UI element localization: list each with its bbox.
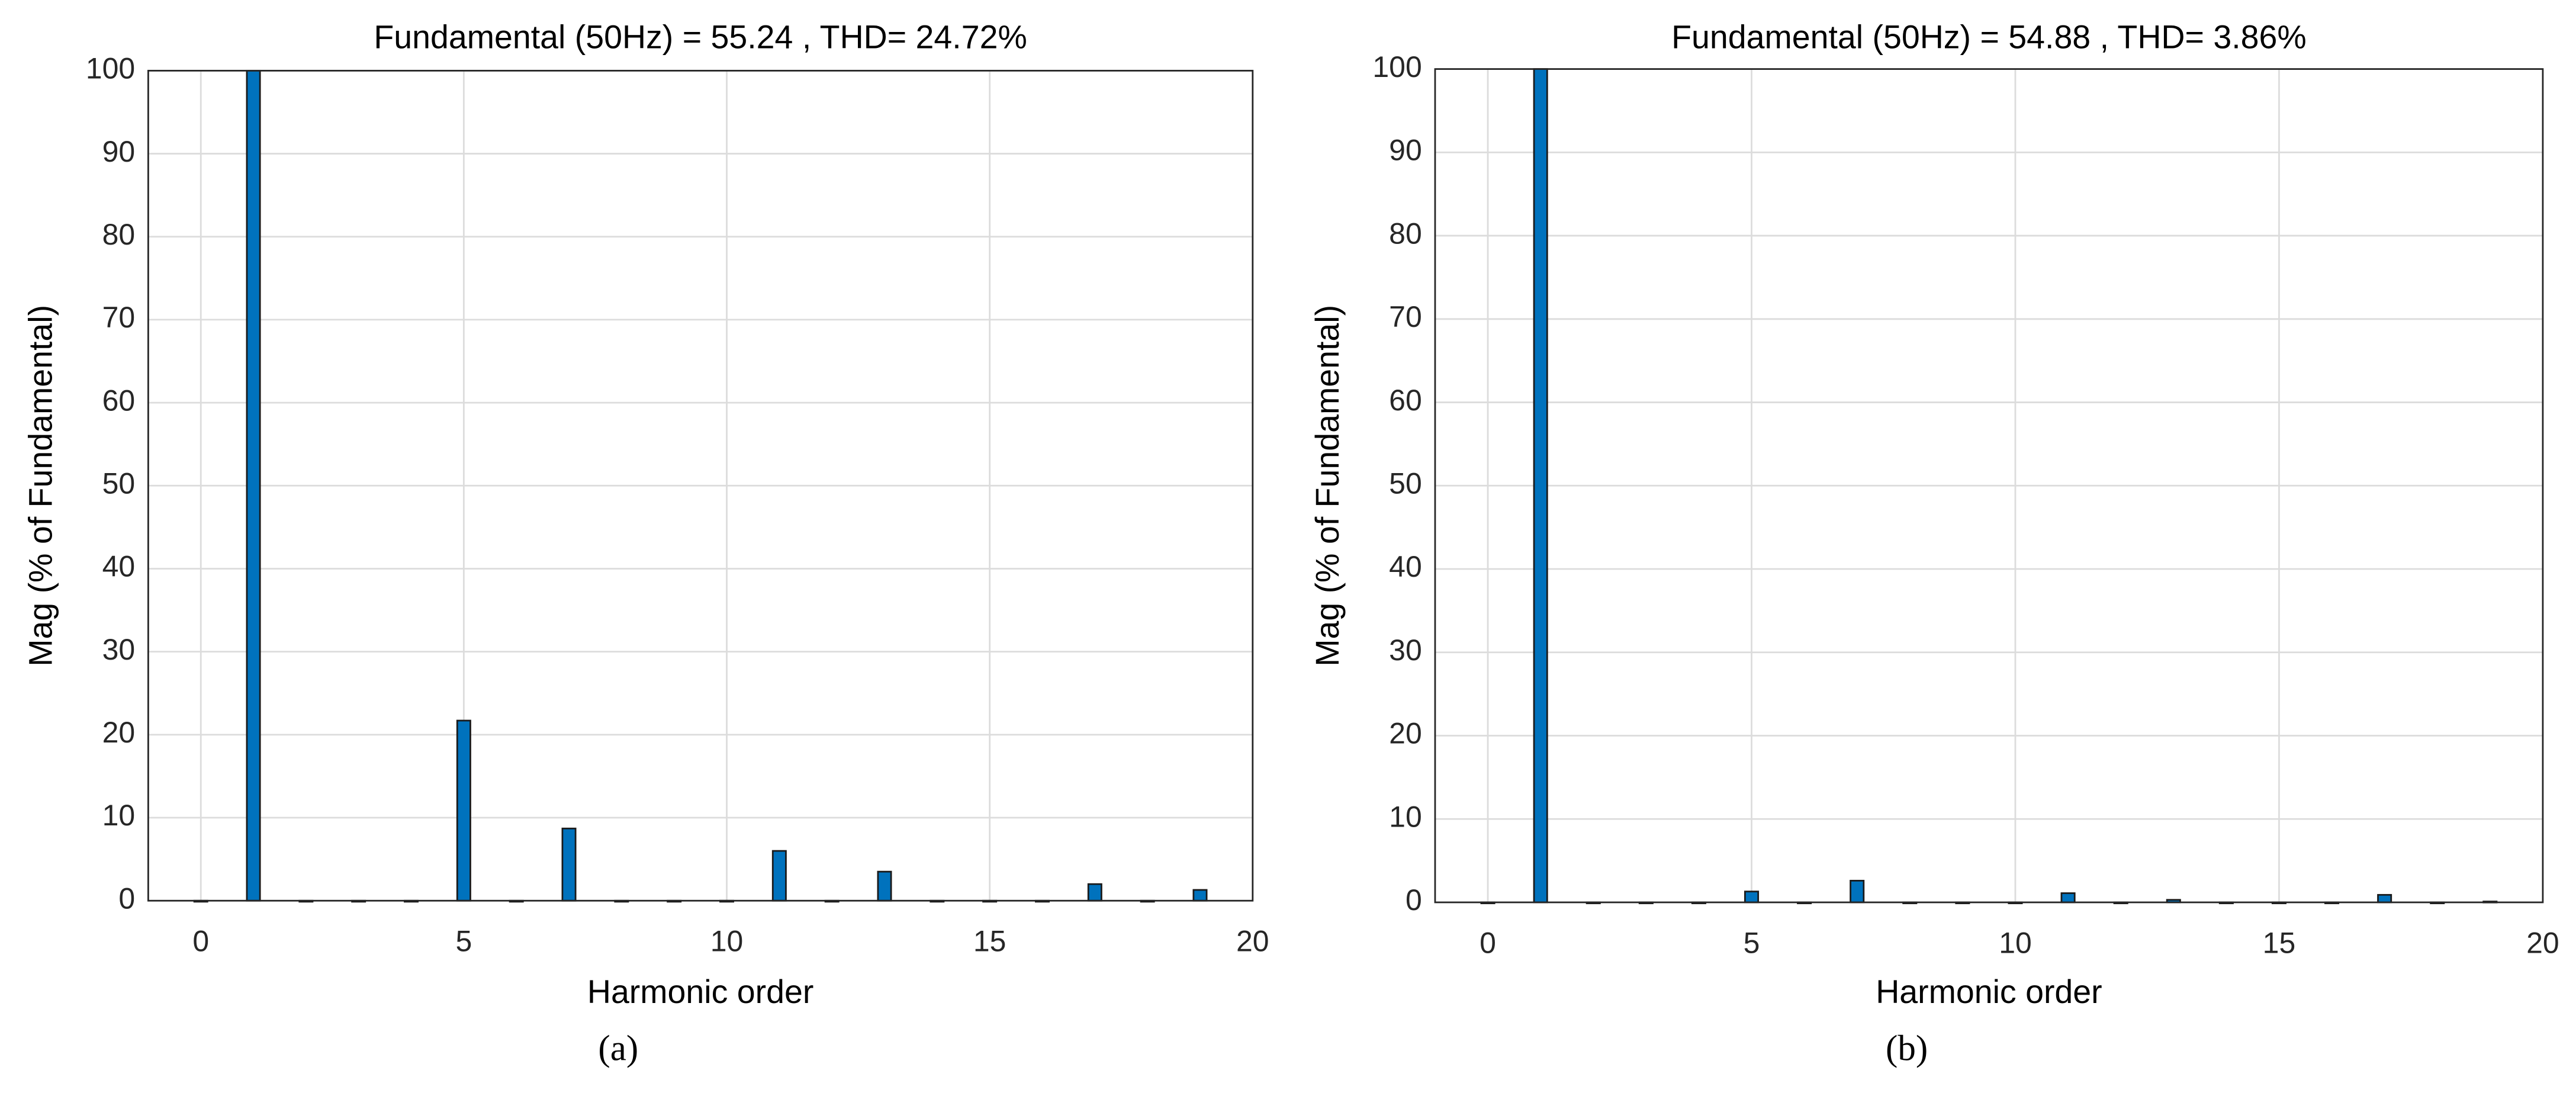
bar [1192,889,1208,902]
bar [561,827,577,902]
bar [246,69,261,902]
y-tick-label: 90 [102,135,136,168]
plot-frame [147,69,1254,902]
x-tick-label: 5 [1744,926,1760,959]
x-tick-label: 20 [1236,925,1269,958]
y-tick-label: 0 [1406,883,1422,917]
y-tick-label: 30 [102,633,136,666]
x-tick-label: 0 [192,925,209,958]
y-tick-label: 20 [1389,717,1422,750]
bar [456,719,471,902]
y-tick-label: 30 [1389,634,1422,667]
y-tick-label: 100 [86,52,135,85]
x-tick-label: 15 [973,925,1006,958]
x-axis-label: Harmonic order [1876,973,2102,1010]
y-tick-label: 0 [118,882,135,915]
bar [1850,880,1865,904]
y-tick-label: 70 [102,301,136,334]
x-tick-label: 20 [2526,926,2559,959]
y-axis-label: Mag (% of Fundamental) [22,305,59,667]
bar [2060,892,2076,904]
bar [771,850,787,902]
caption: (b) [1886,1029,1928,1069]
chart-title: Fundamental (50Hz) = 54.88 , THD= 3.86% [1671,18,2307,55]
x-axis-label: Harmonic order [587,973,813,1010]
x-tick-label: 5 [455,925,472,958]
y-tick-label: 60 [102,384,136,417]
y-tick-label: 100 [1372,50,1422,83]
y-tick-label: 60 [1389,384,1422,417]
bar [1744,891,1760,904]
y-tick-label: 80 [1389,217,1422,250]
y-tick-label: 90 [1389,134,1422,167]
y-tick-label: 50 [1389,467,1422,500]
y-tick-label: 40 [102,550,136,583]
bar [1533,68,1548,904]
bar [1087,883,1102,902]
x-tick-label: 10 [1999,926,2032,959]
x-tick-label: 0 [1480,926,1496,959]
bar [877,870,892,902]
y-axis-label: Mag (% of Fundamental) [1309,305,1346,667]
x-tick-label: 15 [2263,926,2296,959]
y-tick-label: 20 [102,716,136,749]
y-tick-label: 50 [102,467,136,500]
bar [2377,893,2392,904]
y-tick-label: 10 [102,799,136,832]
chart-title: Fundamental (50Hz) = 55.24 , THD= 24.72% [374,18,1027,55]
x-tick-label: 10 [710,925,744,958]
y-tick-label: 10 [1389,800,1422,833]
plot-frame [1434,68,2544,904]
y-tick-label: 80 [102,218,136,251]
y-tick-label: 70 [1389,300,1422,333]
y-tick-label: 40 [1389,550,1422,583]
caption: (a) [598,1029,638,1069]
